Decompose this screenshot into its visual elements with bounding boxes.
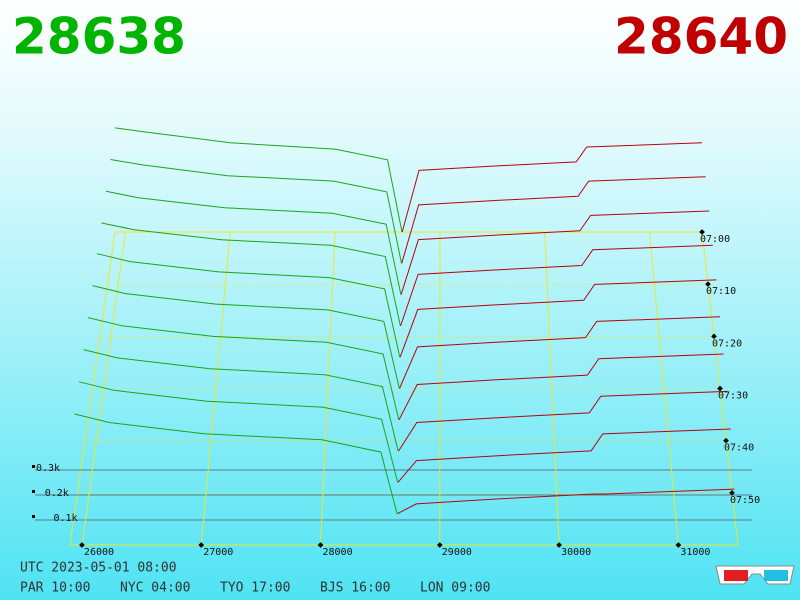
- z-tick-label: 07:30: [718, 391, 748, 402]
- x-tick-label: 30000: [561, 547, 591, 558]
- ask-depth-line: [399, 279, 717, 358]
- tick-mark: [317, 542, 324, 548]
- 3d-glasses-icon[interactable]: [715, 565, 795, 585]
- bid-depth-line: [83, 349, 399, 452]
- y-tick-label: 0.2k: [45, 488, 69, 499]
- tick-mark: [32, 490, 35, 493]
- tick-mark: [711, 333, 717, 340]
- z-tick-label: 07:50: [730, 495, 760, 506]
- city-time: LON 09:00: [420, 581, 490, 596]
- ask-depth-line: [398, 353, 724, 421]
- y-tick-label: 0.1k: [54, 513, 78, 524]
- bid-depth-line: [110, 159, 402, 264]
- tick-mark: [556, 542, 562, 548]
- bid-depth-line: [87, 317, 400, 420]
- ask-depth-line: [397, 428, 731, 483]
- bid-depth-line: [74, 413, 398, 514]
- z-tick-label: 07:20: [712, 338, 742, 349]
- depth-lines: [74, 127, 735, 515]
- axis-labels: 0.1k 0.2k 0.3k 26000 27000 28000 29000 30000 310…: [32, 229, 760, 558]
- x-tick-label: 31000: [680, 547, 710, 558]
- bid-price: 28638: [12, 8, 186, 66]
- ask-depth-line: [401, 142, 703, 233]
- tick-mark: [675, 542, 682, 548]
- x-tick-label: 26000: [84, 547, 114, 558]
- bid-depth-line: [96, 253, 401, 358]
- utc-time: UTC 2023-05-01 08:00: [20, 561, 177, 576]
- x-tick-label: 28000: [323, 547, 353, 558]
- city-time: TYO 17:00: [220, 581, 290, 596]
- z-tick-label: 07:10: [706, 286, 736, 297]
- tick-mark: [32, 515, 35, 518]
- floor-grid: [35, 231, 752, 546]
- tick-mark: [436, 542, 443, 548]
- ask-depth-line: [400, 244, 713, 327]
- z-tick-label: 07:40: [724, 443, 754, 454]
- tick-mark: [79, 542, 85, 548]
- tick-mark: [198, 542, 205, 548]
- ask-depth-line: [397, 488, 735, 515]
- ask-depth-line: [401, 176, 706, 264]
- tick-mark: [705, 281, 711, 287]
- tick-mark: [729, 490, 735, 496]
- ask-depth-line: [398, 390, 728, 452]
- ask-depth-line: [400, 210, 710, 295]
- bid-depth-line: [78, 381, 399, 483]
- x-tick-label: 27000: [203, 547, 233, 558]
- tick-mark: [723, 437, 729, 444]
- bid-depth-line: [92, 285, 400, 389]
- city-time: PAR 10:00: [20, 581, 90, 596]
- y-tick-label: 0.3k: [36, 463, 60, 474]
- z-tick-label: 07:00: [700, 234, 730, 245]
- bid-depth-line: [114, 127, 403, 233]
- ask-depth-line: [399, 316, 721, 389]
- tick-mark: [32, 465, 35, 468]
- x-tick-label: 29000: [442, 547, 472, 558]
- tick-mark: [717, 385, 723, 392]
- ask-price: 28640: [614, 8, 788, 66]
- bid-depth-line: [105, 190, 402, 295]
- city-time: NYC 04:00: [120, 581, 190, 596]
- bid-depth-line: [101, 222, 401, 327]
- tick-mark: [699, 229, 705, 235]
- city-time: BJS 16:00: [320, 581, 390, 596]
